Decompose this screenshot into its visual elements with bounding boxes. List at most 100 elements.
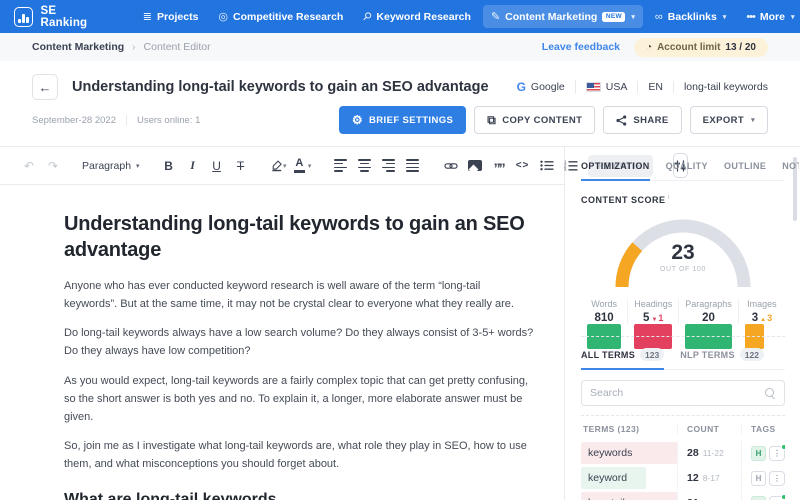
table-row[interactable]: keyword 12 8-17 H ⋮	[581, 466, 785, 490]
doc-date: September-28 2022	[32, 114, 116, 126]
bullet-list-icon	[539, 160, 554, 171]
doc-paragraph: Do long-tail keywords always have a low …	[64, 327, 534, 358]
share-icon	[616, 114, 627, 126]
stat-paragraphs: Paragraphs 20	[679, 299, 739, 349]
tab-outline[interactable]: OUTLINE	[723, 161, 767, 171]
nav-item-projects[interactable]: ≣ Projects	[135, 5, 207, 28]
brief-settings-button[interactable]: ⚙ BRIEF SETTINGS	[338, 106, 467, 134]
copy-content-button[interactable]: ⧉ COPY CONTENT	[474, 106, 596, 134]
gear-icon: ⚙	[351, 113, 364, 127]
align-justify-button[interactable]	[402, 154, 424, 178]
col-tags[interactable]: TAGS	[741, 424, 785, 434]
sliders-icon	[674, 160, 686, 171]
undo-button[interactable]: ↶	[23, 158, 35, 173]
brand-name: SE Ranking	[40, 4, 88, 29]
table-row[interactable]: keywords 28 11-22 H ⋮	[581, 441, 785, 465]
nav-item-competitive-research[interactable]: ◎ Competitive Research	[210, 5, 351, 28]
tab-notes[interactable]: NOTES	[782, 161, 799, 171]
code-button[interactable]: <>	[515, 160, 530, 171]
button-label: BRIEF SETTINGS	[369, 114, 454, 126]
nav-items: ≣ Projects ◎ Competitive Research ⚲ Keyw…	[135, 5, 800, 28]
search-input[interactable]	[590, 387, 765, 399]
leave-feedback-link[interactable]: Leave feedback	[541, 41, 621, 53]
align-left-button[interactable]	[330, 154, 352, 178]
scrollbar[interactable]	[793, 157, 797, 221]
nav-item-backlinks[interactable]: ∞ Backlinks ▾	[647, 6, 734, 28]
editor-settings-button[interactable]	[672, 153, 688, 178]
nav-item-more[interactable]: ••• More ▾	[738, 6, 800, 28]
content-score-value: 23 OUT OF 100	[660, 241, 706, 273]
tab-optimization[interactable]: OPTIMIZATION	[581, 161, 650, 181]
rewrite-button[interactable]: REWRITE	[587, 154, 653, 177]
col-terms[interactable]: TERMS (123)	[583, 424, 640, 434]
editor-toolbar: ↶ ↷ Paragraph ▾ B I U T ▾	[0, 147, 688, 185]
heading-tag-badge: H	[751, 445, 766, 461]
info-icon[interactable]: i	[665, 194, 671, 201]
page-title: Understanding long-tail keywords to gain…	[72, 79, 489, 95]
document-canvas[interactable]: Understanding long-tail keywords to gain…	[0, 185, 564, 500]
button-label: SHARE	[633, 114, 669, 126]
engine-label: Google	[530, 81, 565, 93]
nav-item-label: More	[759, 10, 785, 23]
blockquote-button[interactable]: ””	[493, 160, 506, 177]
optimization-sidebar: OPTIMIZATION QUALITY OUTLINE NOTES CONTE…	[565, 147, 799, 500]
italic-button[interactable]: I	[190, 158, 195, 172]
align-center-button[interactable]	[354, 154, 376, 178]
chevron-down-icon: ▾	[722, 13, 727, 21]
chevron-down-icon: ▾	[136, 162, 140, 170]
redo-button[interactable]: ↷	[47, 158, 59, 173]
table-row[interactable]: long-tail 316-12 H ⋮	[581, 491, 785, 500]
language: EN	[638, 81, 674, 93]
svg-text:1: 1	[564, 160, 567, 164]
notification-dot	[781, 493, 785, 500]
table-header: TERMS (123) COUNT TAGS	[581, 416, 785, 441]
account-limit-badge[interactable]: ◔ Account limit 13 / 20	[634, 37, 768, 57]
highlighter-icon	[271, 160, 282, 172]
se-ranking-logo-icon	[14, 6, 33, 27]
target-keyword: long-tail keywords	[683, 81, 768, 93]
top-nav: SE Ranking ≣ Projects ◎ Competitive Rese…	[0, 0, 800, 33]
back-button[interactable]: ←	[32, 74, 58, 100]
term-menu-button[interactable]: ⋮	[769, 470, 785, 486]
bullet-list-button[interactable]	[536, 154, 558, 178]
share-button[interactable]: SHARE	[603, 106, 682, 134]
strikethrough-button[interactable]: T	[236, 158, 245, 173]
chevron-down-icon: ▾	[790, 13, 795, 21]
brand[interactable]: SE Ranking	[14, 5, 89, 29]
nav-item-label: Content Marketing	[505, 10, 598, 23]
tab-nlp-terms[interactable]: NLP TERMS 122	[680, 338, 764, 369]
bold-button[interactable]: B	[164, 158, 173, 173]
tab-quality[interactable]: QUALITY	[665, 161, 708, 171]
underline-button[interactable]: U	[212, 158, 221, 173]
breadcrumb-right: Leave feedback ◔ Account limit 13 / 20	[541, 37, 768, 57]
insert-image-button[interactable]	[464, 154, 486, 178]
font-color-button[interactable]: A ▾	[292, 154, 314, 178]
paragraph-label: Paragraph	[82, 159, 132, 172]
nav-item-keyword-research[interactable]: ⚲ Keyword Research	[355, 5, 479, 28]
term-menu-button[interactable]: ⋮	[769, 493, 785, 500]
button-label: COPY CONTENT	[502, 114, 583, 126]
tab-all-terms[interactable]: ALL TERMS 123	[581, 338, 665, 370]
align-right-button[interactable]	[378, 154, 400, 178]
numbered-list-button[interactable]: 1 2 3	[560, 154, 582, 178]
image-icon	[467, 160, 482, 171]
export-button[interactable]: EXPORT ▾	[689, 106, 768, 134]
content-score-gauge: 23 OUT OF 100	[608, 211, 758, 291]
title-bar: ← Understanding long-tail keywords to ga…	[0, 61, 800, 104]
account-limit-label: Account limit	[657, 41, 721, 53]
paragraph-style-dropdown[interactable]: Paragraph ▾	[80, 160, 142, 172]
users-online: Users online: 1	[136, 114, 201, 126]
nav-item-content-marketing[interactable]: ✎ Content Marketing NEW ▾	[482, 5, 643, 28]
insert-link-button[interactable]	[440, 154, 462, 178]
term-cell: keywords	[581, 442, 677, 464]
term-menu-button[interactable]: ⋮	[769, 443, 785, 461]
highlight-color-button[interactable]: ▾	[268, 154, 290, 178]
terms-table: TERMS (123) COUNT TAGS keywords 28 11-22 …	[581, 415, 785, 500]
breadcrumb-parent[interactable]: Content Marketing	[32, 41, 125, 53]
delta-up-icon: 3	[758, 313, 772, 323]
doc-title: Understanding long-tail keywords to gain…	[64, 213, 525, 261]
col-count[interactable]: COUNT	[677, 424, 741, 434]
usa-flag-icon	[585, 82, 601, 92]
numbered-list-icon: 1 2 3	[564, 160, 578, 171]
stat-words: Words 810	[581, 299, 629, 349]
